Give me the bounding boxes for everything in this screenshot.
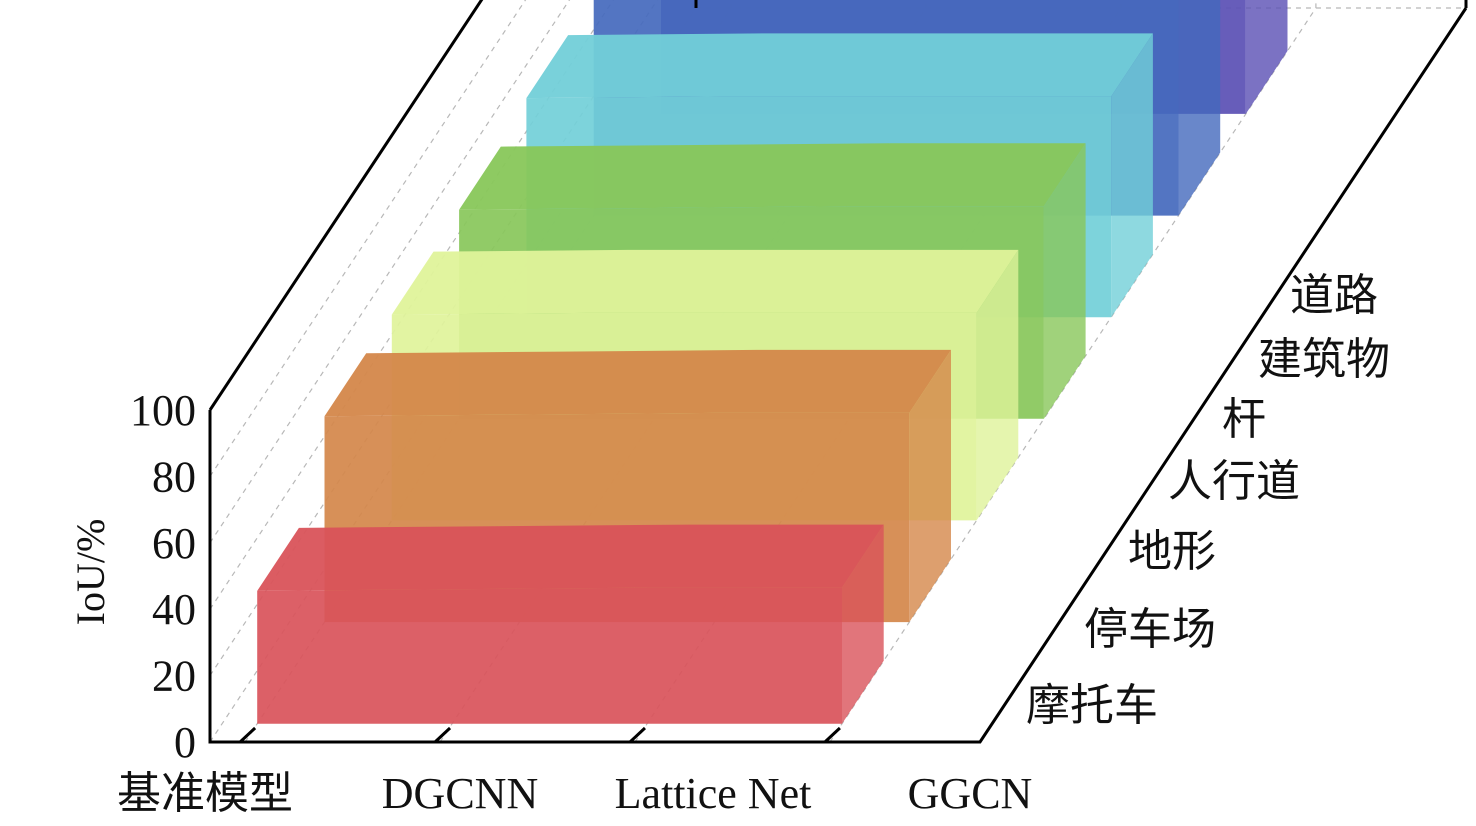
y-axis-title: IoU/% bbox=[68, 519, 113, 626]
top-edge bbox=[208, 0, 484, 411]
series-label: 杆 bbox=[1222, 395, 1266, 444]
y-tick-label: 20 bbox=[152, 652, 196, 701]
ribbon-top-摩托车 bbox=[257, 524, 884, 591]
ribbon-front-摩托车 bbox=[257, 587, 842, 724]
x-tick bbox=[823, 726, 841, 744]
series-label: 人行道 bbox=[1168, 457, 1300, 506]
ribbon-top-人行道 bbox=[459, 143, 1086, 210]
series-label: 建筑物 bbox=[1258, 335, 1390, 384]
y-tick-label: 60 bbox=[152, 519, 196, 568]
x-tick-label: 基准模型 bbox=[117, 769, 293, 818]
x-tick bbox=[239, 726, 257, 744]
ribbon-side-杆 bbox=[1111, 33, 1153, 318]
side-grid-line bbox=[209, 0, 615, 610]
ribbon-top-停车场 bbox=[324, 349, 951, 417]
y-tick-label: 80 bbox=[152, 452, 196, 501]
series-label: 地形 bbox=[1128, 527, 1216, 576]
axes bbox=[208, 0, 1468, 744]
ribbon-top-地形 bbox=[391, 249, 1019, 315]
series-ribbons bbox=[257, 0, 1288, 724]
ribbon-side-停车场 bbox=[909, 349, 951, 623]
ribbon-side-建筑物 bbox=[1178, 0, 1221, 216]
ribbon-top-杆 bbox=[526, 33, 1153, 99]
tick-labels: 0 20 40 60 80 100 基准模型 DGCNN Lattice Net GGCN 摩托车 停… bbox=[117, 271, 1390, 818]
ribbon-side-人行道 bbox=[1043, 143, 1086, 419]
x-tick-label: Lattice Net bbox=[615, 769, 812, 818]
y-tick-label: 100 bbox=[130, 386, 196, 435]
side-grid-line bbox=[209, 0, 527, 477]
ribbon-side-摩托车 bbox=[842, 524, 884, 724]
series-label: 道路 bbox=[1290, 271, 1378, 320]
ribbon-side-道路 bbox=[1245, 0, 1288, 114]
ribbon-side-地形 bbox=[976, 249, 1019, 521]
category-grid-line bbox=[829, 0, 1317, 743]
series-label: 停车场 bbox=[1084, 605, 1216, 654]
side-grid-line bbox=[209, 0, 571, 544]
x-tick bbox=[628, 726, 646, 744]
x-tick bbox=[434, 726, 452, 744]
y-tick-label: 40 bbox=[152, 585, 196, 634]
series-label: 摩托车 bbox=[1026, 681, 1158, 730]
axis-frame bbox=[208, 7, 1468, 744]
y-tick-label: 0 bbox=[174, 718, 196, 767]
x-tick-label: GGCN bbox=[908, 769, 1033, 818]
x-tick-label: DGCNN bbox=[382, 769, 538, 818]
